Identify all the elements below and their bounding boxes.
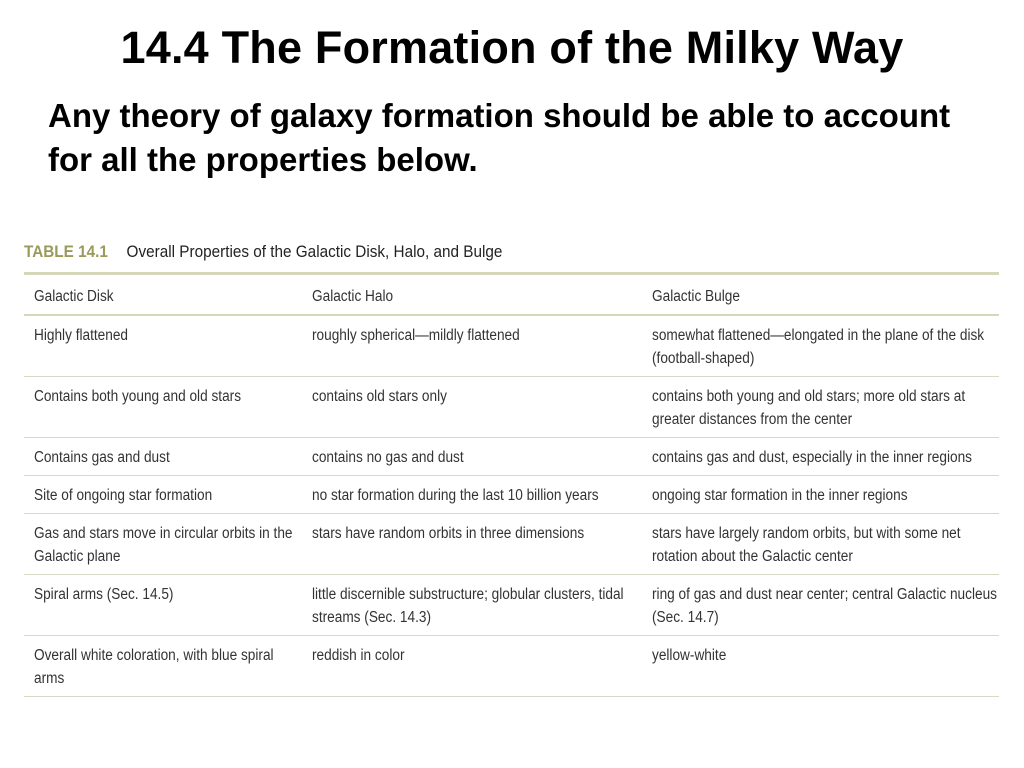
slide-subtitle: Any theory of galaxy formation should be… — [48, 97, 951, 178]
table-cell: contains gas and dust, especially in the… — [642, 437, 999, 476]
table-title: Overall Properties of the Galactic Disk,… — [126, 242, 503, 261]
column-header-bulge: Galactic Bulge — [642, 275, 999, 316]
table-row: Spiral arms (Sec. 14.5) little discernib… — [24, 574, 999, 636]
table-row: Contains both young and old stars contai… — [24, 376, 999, 438]
table-top-rule — [24, 272, 999, 275]
table-cell: little discernible substructure; globula… — [302, 574, 642, 636]
column-header-halo: Galactic Halo — [302, 275, 642, 316]
table-cell: stars have largely random orbits, but wi… — [642, 513, 999, 575]
table-cell: Contains gas and dust — [24, 437, 302, 476]
table-cell: Site of ongoing star formation — [24, 475, 302, 514]
table-row: Overall white coloration, with blue spir… — [24, 635, 999, 697]
table-cell: stars have random orbits in three dimens… — [302, 513, 642, 575]
table-cell: contains old stars only — [302, 376, 642, 438]
table-cell: somewhat flattened—elongated in the plan… — [642, 315, 999, 377]
table-cell: ring of gas and dust near center; centra… — [642, 574, 999, 636]
table-cell: Spiral arms (Sec. 14.5) — [24, 574, 302, 636]
table-number: TABLE 14.1 — [24, 242, 108, 261]
table-cell: no star formation during the last 10 bil… — [302, 475, 642, 514]
table-cell: Contains both young and old stars — [24, 376, 302, 438]
table-row: Gas and stars move in circular orbits in… — [24, 513, 999, 575]
table-cell: Highly flattened — [24, 315, 302, 377]
slide-title: 14.4 The Formation of the Milky Way — [120, 22, 904, 73]
properties-table: Galactic Disk Galactic Halo Galactic Bul… — [24, 275, 999, 697]
table-row: Site of ongoing star formation no star f… — [24, 475, 999, 514]
table-cell: ongoing star formation in the inner regi… — [642, 475, 999, 514]
table-header-row: Galactic Disk Galactic Halo Galactic Bul… — [24, 275, 999, 316]
table-row: Contains gas and dust contains no gas an… — [24, 437, 999, 476]
table-cell: contains no gas and dust — [302, 437, 642, 476]
table-cell: reddish in color — [302, 635, 642, 697]
table-caption: TABLE 14.1 Overall Properties of the Gal… — [24, 240, 502, 264]
table-row: Highly flattened roughly spherical—mildl… — [24, 315, 999, 377]
table-cell: Overall white coloration, with blue spir… — [24, 635, 302, 697]
table-cell: roughly spherical—mildly flattened — [302, 315, 642, 377]
table-cell: yellow-white — [642, 635, 999, 697]
table-cell: Gas and stars move in circular orbits in… — [24, 513, 302, 575]
table-cell: contains both young and old stars; more … — [642, 376, 999, 438]
column-header-disk: Galactic Disk — [24, 275, 302, 316]
